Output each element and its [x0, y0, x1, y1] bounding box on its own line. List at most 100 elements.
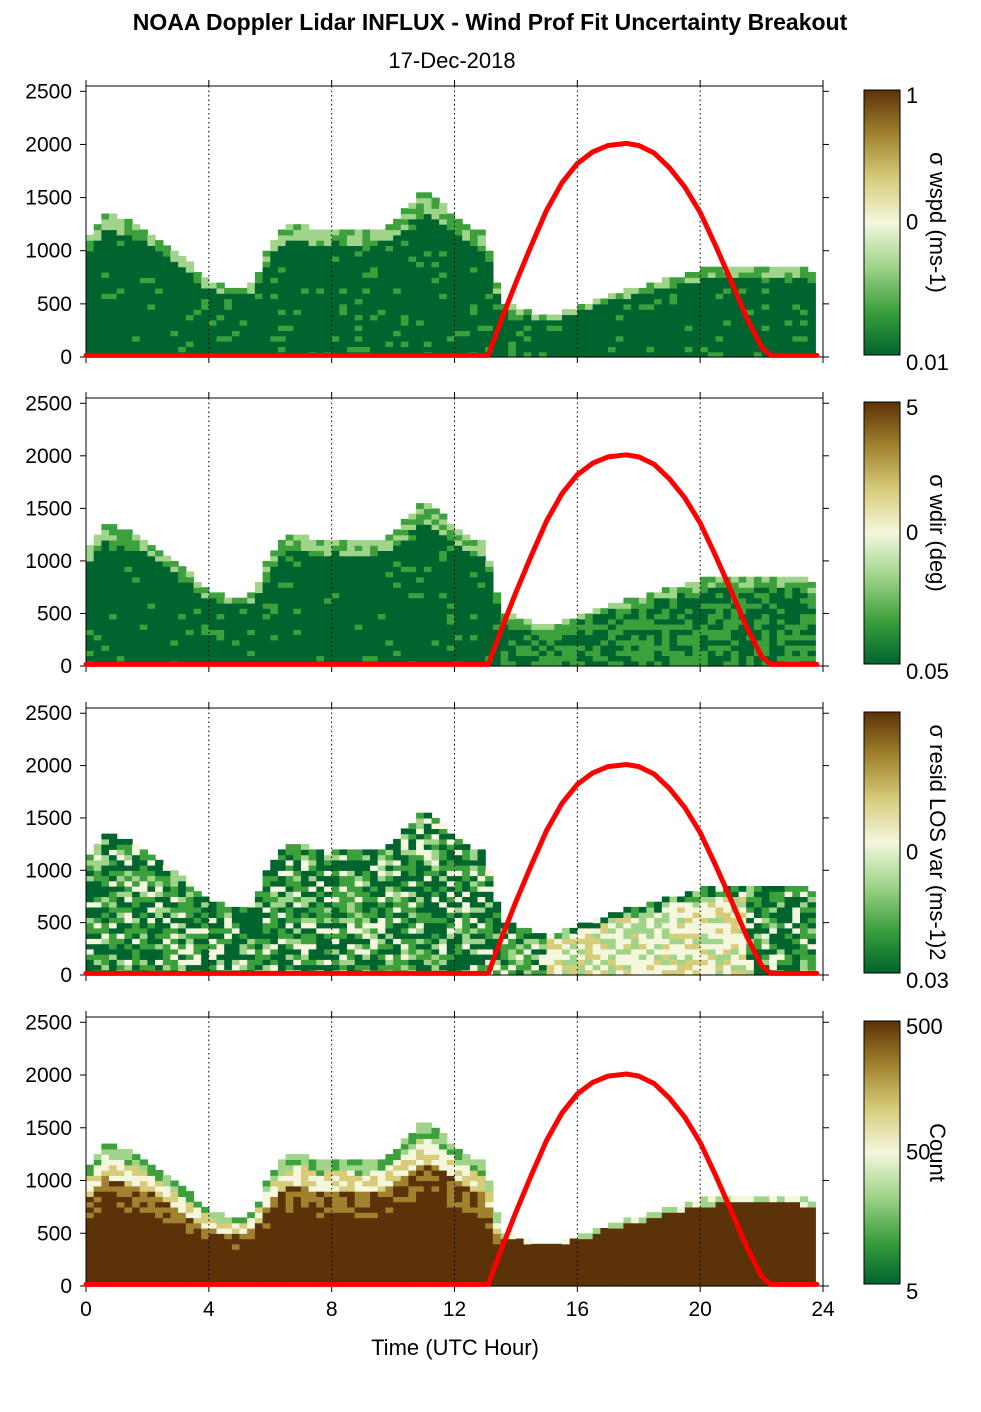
heatmap-cell — [408, 634, 417, 641]
heatmap-cell — [132, 875, 141, 882]
heatmap-cell — [469, 629, 479, 636]
heatmap-cell — [454, 650, 463, 657]
heatmap-cell — [508, 325, 517, 331]
heatmap-cell — [707, 319, 717, 326]
heatmap-cell — [116, 529, 125, 536]
heatmap-cell — [116, 639, 125, 646]
heatmap-cell — [423, 518, 433, 525]
heatmap-cell — [631, 660, 640, 667]
heatmap-cell — [538, 314, 548, 321]
heatmap-cell — [109, 938, 118, 945]
heatmap-cell — [800, 266, 809, 273]
heatmap-cell — [592, 330, 601, 337]
heatmap-cell — [109, 597, 118, 604]
heatmap-cell — [347, 859, 356, 866]
heatmap-cell — [247, 597, 256, 604]
heatmap-cell — [277, 566, 287, 573]
heatmap-cell — [193, 341, 202, 347]
heatmap-cell — [784, 341, 793, 347]
heatmap-cell — [262, 587, 271, 594]
heatmap-cell — [408, 828, 417, 835]
heatmap-cell — [301, 650, 310, 657]
heatmap-cell — [746, 613, 755, 620]
heatmap-cell — [416, 922, 425, 929]
heatmap-cell — [746, 618, 755, 625]
heatmap-cell — [400, 545, 410, 551]
heatmap-cell — [109, 298, 118, 305]
heatmap-cell — [193, 319, 202, 326]
heatmap-cell — [469, 859, 479, 866]
heatmap-cell — [700, 597, 709, 604]
heatmap-cell — [331, 277, 340, 284]
heatmap-cell — [301, 277, 310, 284]
heatmap-cell — [116, 224, 125, 231]
heatmap-cell — [677, 629, 686, 636]
heatmap-cell — [139, 859, 148, 866]
heatmap-cell — [585, 314, 594, 321]
heatmap-cell — [147, 602, 156, 609]
heatmap-cell — [423, 303, 433, 310]
heatmap-cell — [469, 870, 479, 877]
heatmap-cell — [446, 298, 456, 305]
heatmap-cell — [462, 256, 471, 262]
heatmap-cell — [193, 645, 202, 651]
heatmap-cell — [408, 875, 417, 882]
heatmap-cell — [201, 639, 210, 646]
heatmap-cell — [784, 602, 793, 609]
heatmap-cell — [439, 906, 448, 913]
heatmap-cell — [700, 319, 709, 326]
heatmap-cell — [646, 650, 655, 657]
heatmap-cell — [631, 293, 640, 300]
heatmap-cell — [439, 618, 448, 625]
heatmap-cell — [132, 539, 141, 546]
heatmap-cell — [93, 933, 102, 939]
heatmap-cell — [408, 529, 417, 536]
heatmap-cell — [377, 901, 386, 908]
heatmap-cell — [147, 335, 156, 342]
heatmap-cell — [669, 634, 678, 641]
heatmap-cell — [301, 954, 310, 960]
heatmap-cell — [316, 849, 325, 856]
heatmap-cell — [162, 335, 172, 342]
heatmap-cell — [515, 629, 525, 636]
heatmap-cell — [792, 655, 801, 662]
heatmap-cell — [170, 954, 179, 960]
heatmap-cell — [339, 880, 348, 887]
heatmap-cell — [792, 597, 801, 604]
heatmap-cell — [776, 655, 786, 662]
heatmap-cell — [631, 303, 640, 310]
heatmap-cell — [285, 560, 294, 567]
heatmap-cell — [262, 330, 271, 337]
heatmap-cell — [776, 325, 786, 331]
heatmap-cell — [285, 906, 294, 913]
heatmap-cell — [162, 964, 172, 971]
heatmap-cell — [485, 608, 494, 615]
heatmap-cell — [661, 655, 671, 662]
heatmap-cell — [784, 266, 793, 273]
heatmap-cell — [231, 655, 241, 662]
heatmap-cell — [677, 293, 686, 300]
heatmap-cell — [485, 634, 494, 641]
heatmap-cell — [185, 959, 195, 966]
heatmap-cell — [93, 634, 102, 641]
heatmap-cell — [416, 319, 425, 326]
heatmap-cell — [623, 341, 632, 347]
heatmap-cell — [393, 629, 402, 636]
heatmap-cell — [301, 938, 310, 945]
heatmap-cell — [462, 948, 471, 955]
heatmap-cell — [362, 927, 371, 934]
heatmap-cell — [439, 854, 448, 861]
heatmap-cell — [224, 597, 233, 604]
heatmap-cell — [546, 346, 555, 353]
heatmap-cell — [439, 539, 448, 546]
heatmap-cell — [362, 539, 371, 546]
heatmap-cell — [109, 303, 118, 310]
heatmap-cell — [293, 566, 302, 573]
heatmap-cell — [454, 849, 463, 856]
heatmap-cell — [416, 513, 425, 520]
heatmap-cell — [308, 229, 317, 236]
heatmap-cell — [362, 256, 371, 262]
heatmap-cell — [293, 948, 302, 955]
heatmap-cell — [178, 346, 187, 353]
heatmap-cell — [293, 581, 302, 588]
